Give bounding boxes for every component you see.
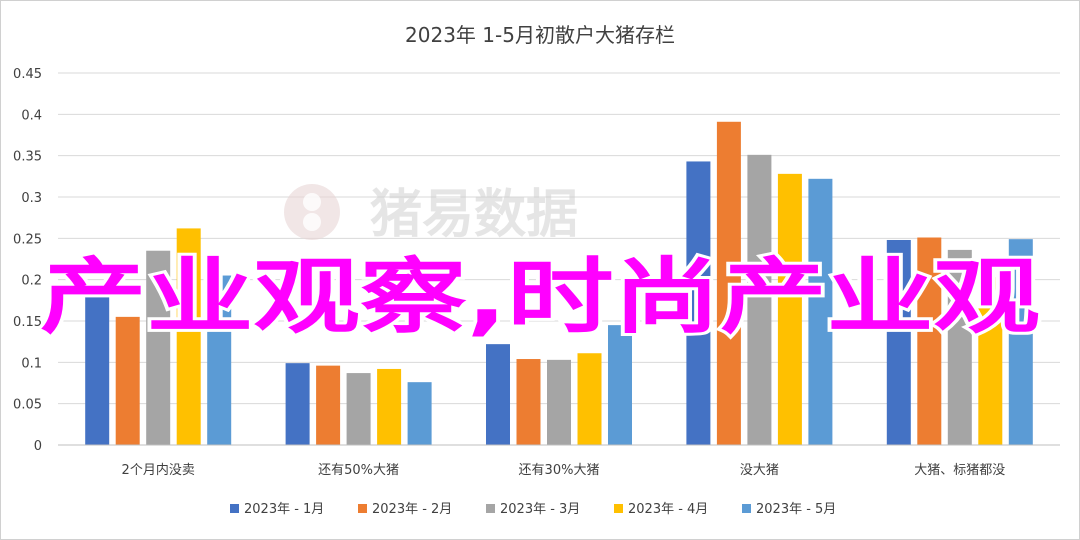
- legend-swatch: [742, 504, 751, 513]
- y-tick-label: 0.3: [21, 191, 42, 206]
- bar-2-series-3: [346, 373, 371, 445]
- watermark: 猪易数据: [284, 184, 578, 245]
- bar-2-series-2: [316, 365, 341, 445]
- legend: 2023年 - 1月 2023年 - 2月 2023年 - 3月 2023年 - 4月…: [230, 502, 836, 517]
- bar-5-series-1: [886, 239, 911, 445]
- bar-3-series-3: [547, 359, 571, 445]
- legend-label: 2023年 - 4月: [628, 502, 708, 517]
- bar-3-series-5: [608, 325, 632, 445]
- bar-3-series-1: [486, 344, 510, 445]
- axes: 0 0.05 0.1 0.15 0.2 0.25 0.3 0.35 0.4 0.45 2个月内没卖 还…: [13, 67, 1060, 478]
- bar-1-series-2: [115, 316, 140, 445]
- y-tick-label: 0.25: [13, 232, 42, 247]
- y-tick-label: 0.4: [21, 108, 42, 123]
- legend-label: 2023年 - 2月: [372, 502, 452, 517]
- legend-swatch: [486, 504, 495, 513]
- y-tick-label: 0.45: [13, 67, 42, 82]
- bar-4-series-2: [716, 121, 741, 446]
- bar-2-series-5: [407, 382, 432, 445]
- bar-4-series-4: [777, 173, 802, 445]
- legend-label: 2023年 - 3月: [500, 502, 580, 517]
- bar-4-series-1: [686, 161, 711, 445]
- y-tick-label: 0.35: [13, 150, 42, 165]
- legend-label: 2023年 - 1月: [244, 502, 324, 517]
- bar-1-series-1: [85, 292, 110, 445]
- y-tick-label: 0.2: [21, 274, 42, 289]
- bar-5-series-3: [947, 249, 972, 445]
- y-tick-label: 0: [34, 439, 42, 454]
- watermark-text: 猪易数据: [370, 185, 578, 245]
- bar-4-series-3: [747, 154, 772, 445]
- legend-swatch: [230, 504, 239, 513]
- chart-title: 2023年 1-5月初散户大猪存栏: [405, 23, 675, 47]
- legend-swatch: [614, 504, 623, 513]
- legend-swatch: [358, 504, 367, 513]
- bar-2-series-4: [377, 368, 402, 445]
- bar-5-series-4: [978, 277, 1003, 445]
- watermark-logo: [284, 184, 340, 240]
- x-category-label: 大猪、标猪都没: [914, 463, 1005, 478]
- bar-3-series-4: [577, 353, 602, 445]
- legend-label: 2023年 - 5月: [756, 502, 836, 517]
- y-tick-label: 0.15: [13, 315, 42, 330]
- y-tick-label: 0.05: [13, 398, 42, 413]
- y-tick-label: 0.1: [21, 356, 42, 371]
- bar-1-series-5: [207, 275, 232, 445]
- x-category-label: 还有50%大猪: [318, 463, 399, 478]
- bar-5-series-5: [1008, 239, 1033, 445]
- overlay-caption: 产业观察,时尚产业观: [40, 250, 1040, 345]
- x-category-label: 还有30%大猪: [519, 463, 600, 478]
- x-category-label: 2个月内没卖: [122, 462, 195, 478]
- bar-5-series-2: [917, 237, 942, 445]
- bar-1-series-4: [176, 228, 201, 445]
- bar-4-series-5: [808, 178, 833, 445]
- bars: [85, 121, 1033, 446]
- bar-1-series-3: [146, 250, 171, 445]
- x-category-label: 没大猪: [740, 463, 779, 478]
- bar-3-series-2: [516, 359, 541, 445]
- bar-2-series-1: [285, 363, 310, 445]
